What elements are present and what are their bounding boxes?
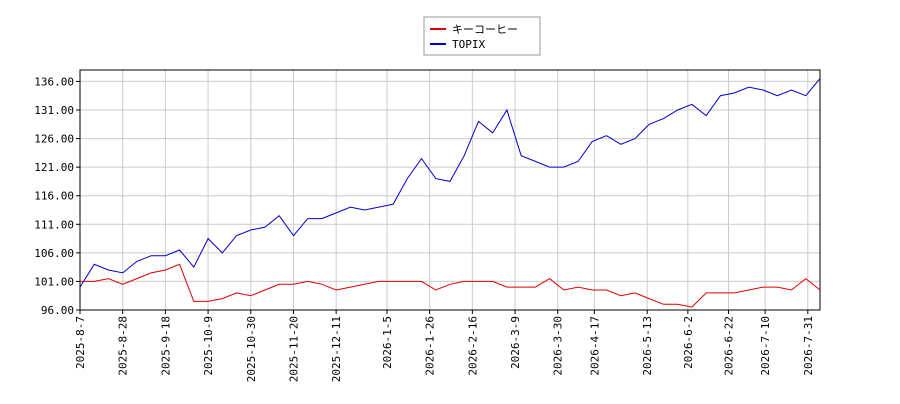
plot-frame <box>79 69 821 311</box>
y-tick-label: 136.00 <box>34 75 74 88</box>
x-tick-label: 2026-6-22 <box>723 316 736 376</box>
x-tick-label: 2026-1-5 <box>381 316 394 369</box>
x-tick-label: 2026-2-16 <box>466 316 479 376</box>
x-tick-label: 2025-8-7 <box>74 316 87 369</box>
y-tick-label: 96.00 <box>41 304 74 317</box>
x-tick-label: 2026-3-30 <box>552 316 565 376</box>
x-tick-label: 2025-12-11 <box>330 316 343 382</box>
y-tick-label: 101.00 <box>34 275 74 288</box>
y-tick-label: 106.00 <box>34 247 74 260</box>
x-tick-label: 2025-9-18 <box>159 316 172 376</box>
y-tick-label: 111.00 <box>34 218 74 231</box>
series-line <box>79 78 821 288</box>
x-tick-label: 2026-5-13 <box>641 316 654 376</box>
y-tick-label: 116.00 <box>34 190 74 203</box>
x-tick-label: 2026-4-17 <box>588 316 601 376</box>
x-tick-label: 2026-1-26 <box>424 316 437 376</box>
x-tick-label: 2025-10-9 <box>202 316 215 376</box>
y-tick-label: 121.00 <box>34 161 74 174</box>
x-tick-label: 2026-3-9 <box>509 316 522 369</box>
x-tick-label: 2025-8-28 <box>117 316 130 376</box>
x-tick-label: 2026-7-31 <box>802 316 815 376</box>
x-tick-label: 2025-10-30 <box>245 316 258 382</box>
x-tick-label: 2026-7-10 <box>759 316 772 376</box>
y-tick-label: 126.00 <box>34 133 74 146</box>
legend-label: キーコーヒー <box>452 23 518 36</box>
legend-box <box>423 16 541 56</box>
legend: キーコーヒー TOPIX <box>423 16 541 56</box>
x-tick-label: 2025-11-20 <box>287 316 300 382</box>
x-tick-label: 2026-6-2 <box>682 316 695 369</box>
legend-label: TOPIX <box>452 38 485 51</box>
y-tick-label: 131.00 <box>34 104 74 117</box>
series-line <box>80 263 821 308</box>
